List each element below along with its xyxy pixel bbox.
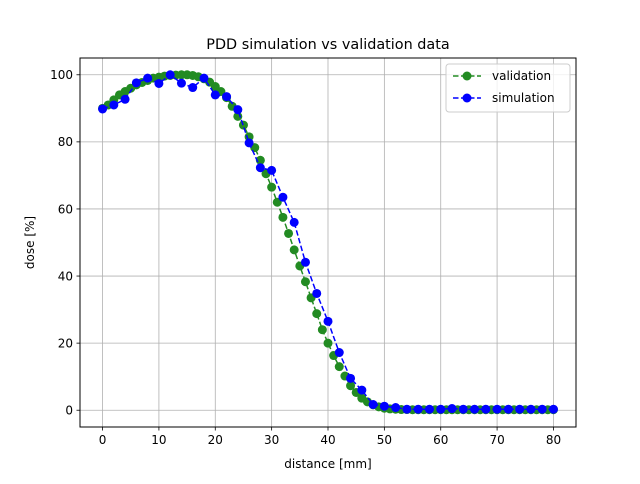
data-point-simulation [255,163,265,173]
data-point-simulation [143,73,153,83]
series-simulation [98,70,558,414]
data-point-validation [284,228,294,238]
data-point-validation [300,277,310,287]
data-point-simulation [289,217,299,227]
data-point-simulation [436,404,446,414]
y-tick-label: 40 [58,269,73,283]
legend-marker-validation [462,71,472,81]
y-tick-label: 20 [58,336,73,350]
data-point-validation [255,155,265,165]
data-point-simulation [334,348,344,358]
data-point-simulation [470,404,480,414]
data-point-simulation [267,165,277,175]
ticks: 0 10 20 30 40 50 60 70 80 0 20 40 60 80 100 [50,68,561,447]
data-point-simulation [515,404,525,414]
x-tick-label: 70 [489,433,504,447]
data-point-validation [312,309,322,319]
data-point-simulation [402,404,412,414]
data-point-simulation [413,404,423,414]
data-point-simulation [537,404,547,414]
data-point-simulation [188,83,198,93]
data-point-simulation [278,192,288,202]
data-point-simulation [98,104,108,114]
chart-title: PDD simulation vs validation data [206,37,449,53]
data-point-simulation [233,105,243,115]
x-tick-label: 0 [99,433,107,447]
x-tick-label: 60 [433,433,448,447]
series-layer [98,70,558,415]
data-point-simulation [323,316,333,326]
data-point-simulation [222,92,232,102]
data-point-simulation [131,78,141,88]
data-point-validation [289,245,299,255]
data-point-simulation [154,78,164,88]
x-tick-label: 40 [320,433,335,447]
data-point-validation [278,212,288,222]
legend: validation simulation [445,63,571,113]
y-tick-label: 60 [58,202,73,216]
data-point-simulation [391,403,401,413]
data-point-simulation [165,70,175,80]
data-point-validation [323,338,333,348]
data-point-simulation [424,404,434,414]
x-tick-label: 50 [377,433,392,447]
y-tick-label: 100 [50,68,73,82]
y-tick-label: 0 [65,404,73,418]
y-axis-label: dose [%] [23,216,37,269]
data-point-simulation [492,404,502,414]
data-point-simulation [481,404,491,414]
x-tick-label: 20 [208,433,223,447]
data-point-simulation [199,73,209,83]
data-point-simulation [312,288,322,298]
data-point-simulation [447,404,457,414]
x-tick-label: 30 [264,433,279,447]
data-point-simulation [300,257,310,267]
data-point-simulation [526,404,536,414]
data-point-validation [267,182,277,192]
data-point-validation [346,381,356,391]
data-point-simulation [379,401,389,411]
data-point-validation [334,362,344,372]
data-point-simulation [120,94,130,104]
x-tick-label: 80 [546,433,561,447]
x-axis-label: distance [mm] [284,457,371,471]
data-point-simulation [548,404,558,414]
data-point-simulation [176,78,186,88]
data-point-simulation [368,400,378,410]
x-tick-label: 10 [151,433,166,447]
data-point-simulation [346,373,356,383]
data-point-simulation [109,100,119,110]
y-tick-label: 80 [58,135,73,149]
data-point-validation [317,325,327,335]
data-point-simulation [210,90,220,100]
legend-marker-simulation [462,93,472,103]
legend-label-simulation: simulation [492,91,555,105]
legend-label-validation: validation [492,69,551,83]
data-point-validation [238,120,248,130]
data-point-simulation [357,385,367,395]
data-point-simulation [244,138,254,148]
data-point-simulation [503,404,513,414]
data-point-simulation [458,404,468,414]
